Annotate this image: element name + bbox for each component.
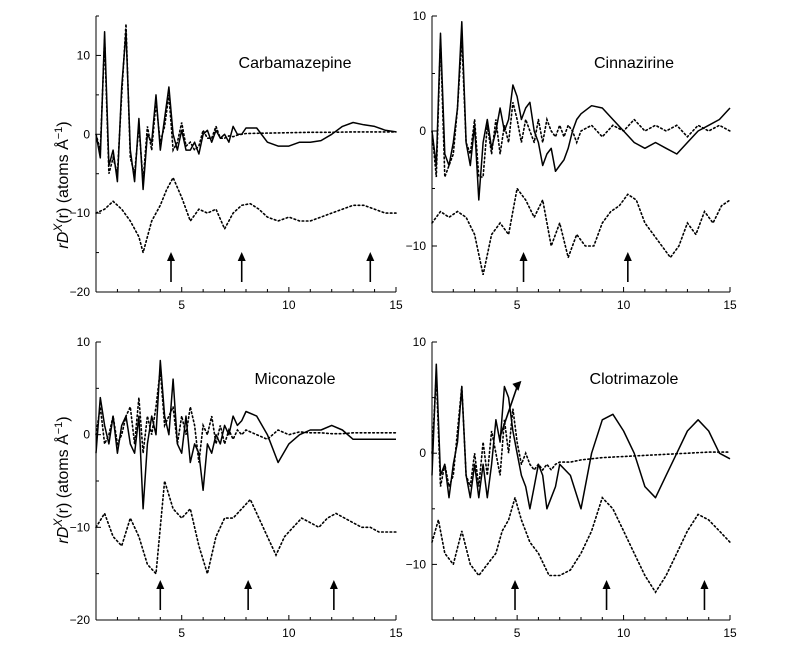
miconazole-peak-arrow-head xyxy=(244,580,253,589)
miconazole-peak-arrow xyxy=(329,580,338,610)
carbamazepine-xtick-label: 10 xyxy=(282,298,296,312)
cinnazirine-ytick-label: 10 xyxy=(413,9,427,23)
ylabel-top-exp: −1 xyxy=(53,127,65,140)
carbamazepine-series-difference xyxy=(95,175,397,256)
miconazole-ytick-label: −10 xyxy=(70,520,91,534)
cinnazirine-peak-arrow xyxy=(623,252,632,282)
clotrimazole-annotation-arrow xyxy=(499,380,522,437)
panel-carbamazepine: 5 10 15 −20 −10 0 10 Carbamazepine xyxy=(70,15,403,312)
panel-miconazole: 5 10 15 −20 −10 0 10 Miconazole xyxy=(70,335,403,640)
panel-clotrimazole: 5 10 15 −10 0 10 Clotrimazole xyxy=(406,335,737,640)
cinnazirine-peak-arrow-head xyxy=(519,252,528,261)
miconazole-ytick-label: 0 xyxy=(83,428,90,442)
cinnazirine-series-experimental xyxy=(431,21,731,201)
ylabel-bottom-sup: X xyxy=(51,518,65,528)
cinnazirine-peak-arrow-head xyxy=(623,252,632,261)
miconazole-xtick-label: 5 xyxy=(178,626,185,640)
cinnazirine-xtick-label: 10 xyxy=(617,298,631,312)
clotrimazole-title: Clotrimazole xyxy=(590,371,679,388)
cinnazirine-ytick-label: −10 xyxy=(406,239,427,253)
ylabel-top-mid: (r) (atoms Å xyxy=(53,139,72,224)
cinnazirine-peak-arrow xyxy=(519,252,528,282)
carbamazepine-title: Carbamazepine xyxy=(239,55,352,72)
carbamazepine-ytick-label: −20 xyxy=(70,285,91,299)
clotrimazole-ytick-label: 0 xyxy=(419,446,426,460)
carbamazepine-peak-arrow xyxy=(366,252,375,282)
cinnazirine-series-model xyxy=(431,38,731,178)
cinnazirine-xtick-label: 15 xyxy=(723,298,737,312)
clotrimazole-peak-arrow xyxy=(700,580,709,610)
ylabel-bottom-exp: −1 xyxy=(53,422,65,435)
ylabel-top: rDX(r) (atoms Å−1) xyxy=(51,121,72,248)
carbamazepine-peak-arrow xyxy=(167,252,175,282)
miconazole-peak-arrow-head xyxy=(329,580,338,589)
panel-cinnazirine: 5 10 15 −10 0 10 Cinnazirine xyxy=(406,9,737,312)
clotrimazole-xtick-label: 15 xyxy=(723,626,737,640)
cinnazirine-ytick-label: 0 xyxy=(419,124,426,138)
carbamazepine-ytick-label: −10 xyxy=(70,206,91,220)
ylabel-top-sup: X xyxy=(51,223,65,233)
miconazole-xtick-label: 15 xyxy=(389,626,403,640)
carbamazepine-ytick-label: 10 xyxy=(77,48,91,62)
clotrimazole-peak-arrow xyxy=(511,580,520,610)
cinnazirine-title: Cinnazirine xyxy=(594,55,674,72)
ylabel-bottom-mid: (r) (atoms Å xyxy=(53,434,72,519)
miconazole-series-model xyxy=(95,369,397,463)
miconazole-series-experimental xyxy=(95,359,396,510)
clotrimazole-xtick-label: 10 xyxy=(617,626,631,640)
miconazole-ytick-label: −20 xyxy=(70,613,91,627)
carbamazepine-ytick-label: 0 xyxy=(83,127,90,141)
clotrimazole-annotation-arrow-head xyxy=(512,380,522,391)
clotrimazole-peak-arrow xyxy=(602,580,611,610)
carbamazepine-peak-arrow-head xyxy=(366,252,375,261)
carbamazepine-peak-arrow xyxy=(237,252,246,282)
carbamazepine-series-model xyxy=(95,23,397,182)
clotrimazole-xtick-label: 5 xyxy=(514,626,521,640)
ylabel-top-close: ) xyxy=(55,121,72,126)
clotrimazole-peak-arrow-head xyxy=(602,580,611,589)
ylabel-top-prefix: rD xyxy=(55,231,72,248)
miconazole-ytick-label: 10 xyxy=(77,335,91,349)
ylabel-bottom: rDX(r) (atoms Å−1) xyxy=(51,416,72,543)
carbamazepine-peak-arrow-head xyxy=(167,252,175,261)
clotrimazole-annotation-arrow-shaft xyxy=(499,385,519,437)
miconazole-title: Miconazole xyxy=(255,371,336,388)
carbamazepine-xtick-label: 5 xyxy=(178,298,185,312)
clotrimazole-series-difference xyxy=(431,494,731,594)
clotrimazole-series-experimental xyxy=(431,363,731,510)
carbamazepine-xtick-label: 15 xyxy=(389,298,403,312)
miconazole-peak-arrow xyxy=(156,580,165,610)
carbamazepine-series-experimental xyxy=(95,31,397,191)
clotrimazole-ytick-label: 10 xyxy=(413,335,427,349)
miconazole-series-difference xyxy=(95,480,397,577)
ylabel-bottom-close: ) xyxy=(55,416,72,421)
ylabel-bottom-prefix: rD xyxy=(55,526,72,543)
miconazole-peak-arrow xyxy=(244,580,253,610)
cinnazirine-series-difference xyxy=(431,186,731,275)
cinnazirine-xtick-label: 5 xyxy=(514,298,521,312)
clotrimazole-ytick-label: −10 xyxy=(406,557,427,571)
carbamazepine-peak-arrow-head xyxy=(237,252,246,261)
clotrimazole-peak-arrow-head xyxy=(700,580,709,589)
clotrimazole-peak-arrow-head xyxy=(511,580,520,589)
miconazole-xtick-label: 10 xyxy=(282,626,296,640)
miconazole-peak-arrow-head xyxy=(156,580,165,589)
clotrimazole-series-model xyxy=(431,375,731,490)
